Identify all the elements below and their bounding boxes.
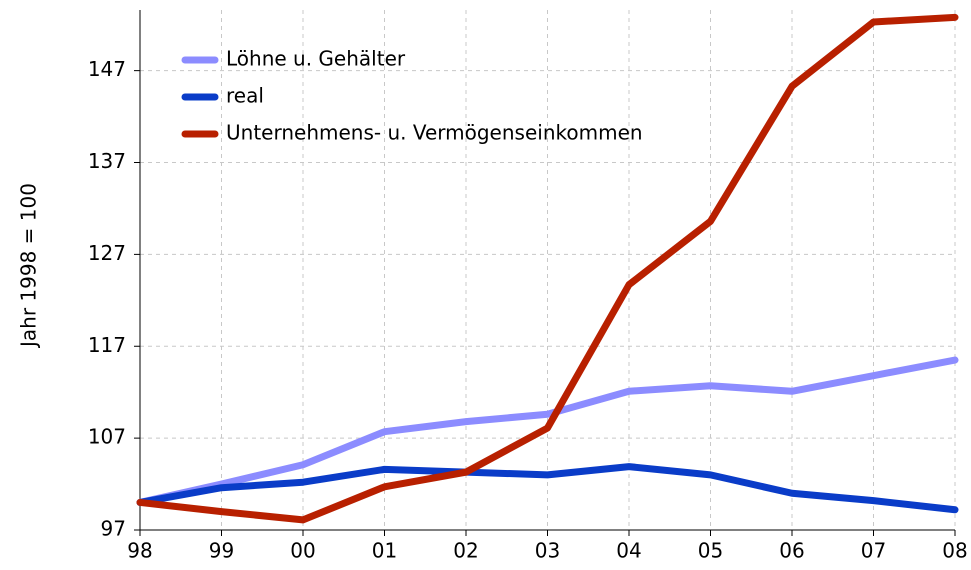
x-tick-label: 02 [453,539,478,563]
y-tick-label: 107 [88,425,126,449]
legend-label: real [226,84,264,108]
y-tick-label: 137 [88,149,126,173]
x-tick-label: 08 [942,539,967,563]
line-series [136,356,959,506]
x-tick-label: 05 [698,539,723,563]
line-series [136,463,959,514]
x-tick-label: 06 [779,539,804,563]
x-tick-label: 04 [616,539,641,563]
y-tick-label: 147 [88,57,126,81]
x-tick-label: 03 [535,539,560,563]
y-axis-label: Jahr 1998 = 100 [17,183,41,349]
x-tick-label: 07 [861,539,886,563]
legend-label: Unternehmens- u. Vermögenseinkommen [226,121,643,145]
y-tick-label: 117 [88,333,126,357]
x-tick-label: 99 [209,539,234,563]
line-series [136,13,959,524]
x-tick-label: 00 [290,539,315,563]
y-tick-label: 97 [101,517,126,541]
legend-label: Löhne u. Gehälter [226,47,406,71]
y-tick-label: 127 [88,241,126,265]
x-tick-label: 98 [127,539,152,563]
x-tick-label: 01 [372,539,397,563]
